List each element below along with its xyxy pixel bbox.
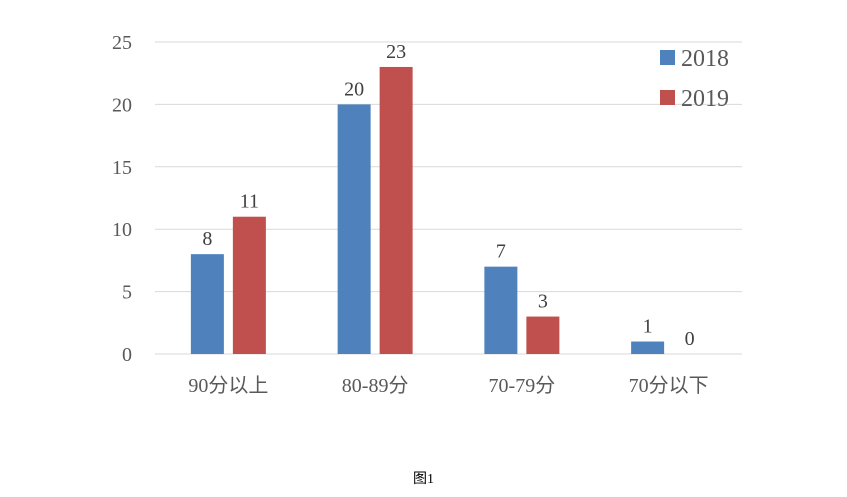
bar-2018-3 [631, 341, 665, 354]
y-tick-label: 15 [112, 157, 132, 179]
legend-swatch [660, 50, 675, 65]
bar-2019-0 [232, 216, 266, 354]
y-tick-label: 25 [112, 32, 132, 54]
data-label: 11 [240, 191, 259, 213]
legend-label: 2018 [681, 46, 729, 72]
x-category-label: 90分以上 [188, 374, 268, 397]
data-label: 23 [386, 41, 406, 63]
legend: 2018 2019 [660, 46, 729, 112]
y-tick-label: 20 [112, 94, 132, 116]
x-category-label: 80-89分 [342, 374, 409, 397]
data-label: 3 [538, 291, 548, 313]
y-axis-ticks: 0 5 10 15 20 25 [112, 32, 132, 366]
legend-swatch [660, 90, 675, 105]
data-label: 8 [202, 228, 212, 250]
data-label: 7 [496, 241, 506, 263]
bar-2018-0 [190, 254, 224, 354]
x-category-label: 70分以下 [629, 374, 709, 397]
bar-2018-1 [337, 104, 371, 355]
x-category-label: 70-79分 [489, 374, 556, 397]
data-label: 20 [344, 78, 364, 100]
bar-2018-2 [484, 266, 518, 354]
data-label: 1 [643, 316, 653, 338]
bar-2019-1 [379, 66, 413, 355]
x-axis-categories: 90分以上 80-89分 70-79分 70分以下 [188, 374, 708, 397]
bar-2019-2 [526, 316, 560, 354]
data-label: 0 [685, 328, 695, 350]
data-labels: 8 11 20 23 7 3 1 0 [202, 41, 694, 350]
y-tick-label: 5 [122, 282, 132, 304]
legend-label: 2019 [681, 86, 729, 112]
y-tick-label: 0 [122, 344, 132, 366]
figure-caption: 图1 [413, 472, 434, 487]
y-tick-label: 10 [112, 219, 132, 241]
bars [190, 66, 665, 355]
